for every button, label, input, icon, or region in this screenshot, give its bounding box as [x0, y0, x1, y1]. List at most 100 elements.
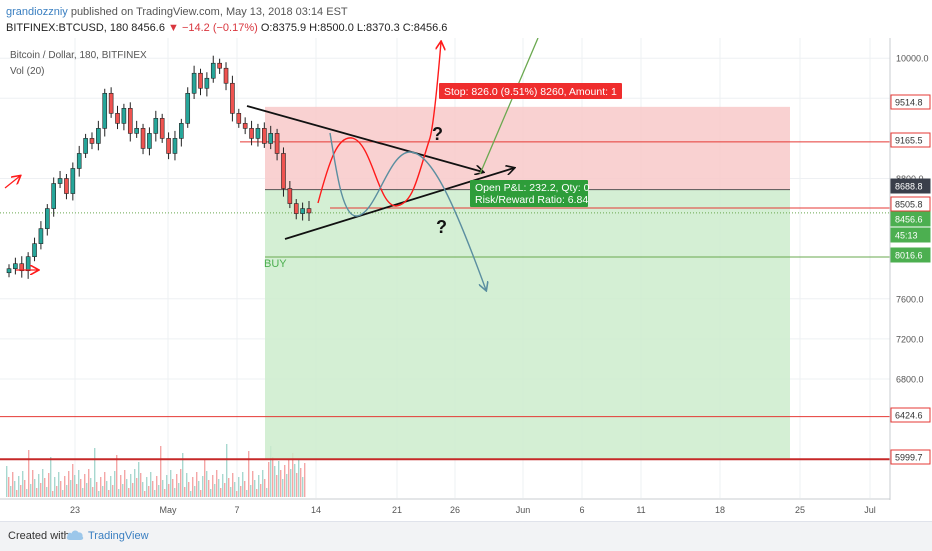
volume-bar [88, 469, 90, 497]
volume-bar [38, 474, 40, 497]
volume-bar [48, 473, 50, 497]
price-badge [890, 94, 931, 110]
volume-bar [162, 480, 164, 497]
volume-bar [152, 481, 154, 497]
volume-bar [82, 488, 84, 497]
volume-bar [102, 486, 104, 497]
volume-bar [256, 489, 258, 497]
volume-bar [298, 459, 300, 497]
volume-bar [26, 489, 28, 497]
x-tick-label: 7 [234, 505, 239, 515]
volume-bar [218, 479, 220, 497]
volume-bar [240, 486, 242, 497]
horizontal-levels [0, 141, 890, 461]
volume-bar [6, 466, 8, 497]
y-tick-label: 10000.0 [896, 54, 929, 64]
candle-up [76, 153, 82, 169]
volume-bar [176, 474, 178, 497]
volume-bar [18, 476, 20, 497]
time-axis[interactable]: 23 May 7 14 21 26 Jun 6 11 18 25 Jul [70, 505, 876, 515]
volume-bar [230, 487, 232, 497]
volume-bar [76, 484, 78, 497]
volume-bar [58, 472, 60, 497]
drawings-layer [4, 38, 539, 290]
volume-bar [188, 482, 190, 497]
chart-header: grandiozzniy published on TradingView.co… [0, 0, 932, 38]
triangle-lower-trendline [284, 168, 514, 240]
price-badge [890, 196, 931, 212]
volume-bar [90, 478, 92, 497]
x-tick-label: 21 [392, 505, 402, 515]
candle-down [223, 67, 229, 84]
volume-bar [66, 485, 68, 497]
candle-up [255, 128, 261, 139]
footer-bar: Created with TradingView [0, 521, 932, 551]
volume-bar [64, 476, 66, 497]
candle-up [70, 168, 76, 194]
volume-bar [72, 464, 74, 497]
volume-bar [186, 473, 188, 497]
volume-bar [278, 461, 280, 497]
volume-bar [304, 463, 306, 497]
volume-bar [108, 490, 110, 497]
volume-bar [280, 470, 282, 497]
volume-bar [192, 477, 194, 497]
small-red-arrow-upper [4, 176, 20, 189]
candle-down [230, 82, 235, 114]
y-tick-label: 7600.0 [896, 294, 924, 304]
x-tick-label: 26 [450, 505, 460, 515]
buy-label: BUY [264, 258, 287, 270]
volume-bar [68, 471, 70, 497]
volume-bar [232, 473, 234, 497]
price-badge-label: 8505.8 [895, 200, 923, 210]
volume-bar [202, 476, 204, 497]
candle-down [127, 108, 133, 134]
volume-bar [124, 470, 126, 497]
candle-down [306, 208, 312, 214]
volume-bar [118, 489, 120, 497]
volume-bar [116, 455, 118, 497]
volume-bar [234, 482, 236, 497]
volume-bar [194, 486, 196, 497]
volume-bar [50, 457, 52, 497]
volume-bar [168, 484, 170, 497]
volume-bar [100, 477, 102, 497]
volume-bar [80, 479, 82, 497]
candle-up [32, 243, 37, 257]
volume-bar [268, 462, 270, 497]
x-tick-label: May [159, 505, 177, 515]
volume-bar [104, 472, 106, 497]
volume-bar [84, 474, 86, 497]
volume-bar [260, 484, 262, 497]
candle-up [204, 77, 210, 89]
candle-down [217, 62, 222, 69]
author-link[interactable]: grandiozzniy [6, 6, 68, 18]
volume-bar [114, 471, 116, 497]
volume-bar [248, 451, 250, 497]
chart-canvas[interactable]: Bitcoin / Dollar, 180, BITFINEX Vol (20)… [0, 38, 932, 521]
x-tick-label: Jul [864, 505, 876, 515]
volume-bar [32, 470, 34, 497]
volume-bar [196, 472, 198, 497]
volume-bar [174, 488, 176, 497]
volume-bar [62, 490, 64, 497]
y-tick-label: 7200.0 [896, 334, 924, 344]
volume-bar [204, 460, 206, 497]
volume-bar [270, 446, 272, 497]
x-tick-label: 6 [579, 505, 584, 515]
price-badge [890, 227, 931, 243]
candle-up [44, 208, 50, 229]
price-badge-label: 8456.6 [895, 215, 923, 225]
tradingview-brand-link[interactable]: TradingView [88, 530, 149, 542]
volume-bar [10, 486, 12, 497]
volume-bar [134, 469, 136, 497]
volume-bar [120, 475, 122, 497]
volume-bar [92, 487, 94, 497]
candle-down [140, 128, 146, 149]
volume-bar [46, 487, 48, 497]
bearish-scenario-arrow [329, 132, 486, 290]
candle-up [300, 208, 305, 214]
price-badge [890, 247, 931, 263]
question-mark-lower: ? [436, 217, 447, 237]
price-badges: 9514.8 9165.5 8688.8 8505.8 8456.6 45:13 8016.… [890, 94, 931, 465]
